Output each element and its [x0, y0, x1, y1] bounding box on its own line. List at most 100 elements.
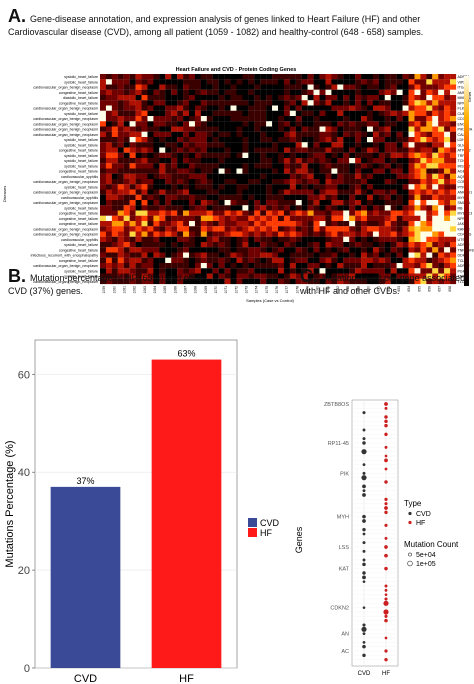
heatmap-cell: [313, 74, 320, 80]
heatmap-cell: [355, 173, 362, 180]
dot-plot-point: [362, 527, 366, 532]
heatmap-cell: [426, 137, 433, 143]
heatmap-cell: [301, 116, 308, 122]
heatmap-cell: [123, 137, 130, 143]
heatmap-cell: [123, 231, 130, 237]
heatmap-cell: [426, 126, 433, 132]
heatmap-cell: [272, 147, 279, 153]
heatmap-cell: [432, 278, 439, 285]
heatmap-cell: [141, 194, 148, 201]
heatmap-cell: [444, 263, 451, 269]
heatmap-cell: [200, 74, 207, 80]
heatmap-row-label: congestive_heart_failure: [59, 222, 98, 226]
heatmap-cell: [230, 121, 237, 127]
heatmap-cell: [289, 215, 296, 222]
heatmap-cell: [295, 126, 302, 132]
heatmap-cell: [367, 100, 374, 106]
heatmap-cell: [248, 74, 255, 80]
heatmap-cell: [200, 168, 207, 174]
heatmap-cell: [123, 142, 130, 148]
heatmap-cell: [402, 231, 409, 237]
dot-plot-point: [362, 471, 366, 475]
heatmap-cell: [206, 173, 213, 180]
heatmap-cell: [165, 137, 172, 143]
heatmap-cell: [361, 84, 368, 90]
heatmap-cell: [242, 121, 249, 127]
heatmap-cell: [278, 194, 285, 201]
heatmap-row-label: cardiovascular_organ_benign_neoplasm: [33, 191, 98, 195]
heatmap-cell: [177, 273, 184, 279]
heatmap-cell: [438, 247, 445, 253]
heatmap-cell: [200, 221, 207, 227]
heatmap-cell: [355, 152, 362, 159]
heatmap-cell: [189, 268, 196, 274]
heatmap-cell: [343, 168, 350, 174]
heatmap-cell: [444, 131, 451, 138]
heatmap-cell: [295, 173, 302, 180]
heatmap-cell: [278, 231, 285, 237]
heatmap-cell: [283, 252, 290, 258]
heatmap-cell: [396, 273, 403, 279]
dot-plot-point: [384, 480, 388, 484]
heatmap-cell: [272, 278, 279, 285]
heatmap-cell: [135, 100, 142, 106]
heatmap-cell: [390, 257, 397, 264]
heatmap-cell: [105, 189, 112, 195]
heatmap-cell: [355, 221, 362, 227]
heatmap-cell: [450, 84, 457, 90]
heatmap-cell: [450, 242, 457, 248]
heatmap-cell: [153, 257, 160, 264]
heatmap-cell: [218, 221, 225, 227]
heatmap-cell: [230, 95, 237, 101]
heatmap-cell: [194, 131, 201, 138]
heatmap-gene-label: PGFN: [458, 269, 468, 273]
heatmap-cell: [129, 273, 136, 279]
heatmap-cell: [212, 263, 219, 269]
heatmap-cell: [289, 221, 296, 227]
panel-c-caption: Mutation-count per gene associated with …: [300, 273, 466, 296]
heatmap-cell: [408, 74, 415, 80]
heatmap-cell: [105, 158, 112, 164]
heatmap-gene-label: AQS3: [458, 175, 468, 179]
heatmap-cell: [325, 194, 332, 201]
heatmap-row-label: systolic_heart_failure: [64, 138, 98, 142]
heatmap-cell: [212, 215, 219, 222]
heatmap-cell: [230, 142, 237, 148]
heatmap-cell: [153, 131, 160, 138]
heatmap-cell: [230, 126, 237, 132]
heatmap-cell: [141, 147, 148, 153]
heatmap-cell: [420, 168, 427, 174]
heatmap-cell: [450, 163, 457, 169]
heatmap-cell: [177, 205, 184, 211]
heatmap-gene-label: ITGA8: [458, 86, 468, 90]
heatmap-cell: [355, 236, 362, 243]
heatmap-cell: [372, 242, 379, 248]
heatmap-cell: [218, 194, 225, 201]
heatmap-cell: [343, 236, 350, 243]
heatmap-cell: [272, 116, 279, 122]
heatmap-cell: [177, 126, 184, 132]
heatmap-cell: [236, 252, 243, 258]
heatmap-x-tick: 1072: [234, 286, 238, 294]
heatmap-cell: [206, 152, 213, 159]
heatmap-cell: [266, 194, 273, 201]
heatmap-cell: [183, 268, 190, 274]
heatmap-row-label: infectious_recurrent_with_encephalopathy: [31, 254, 99, 258]
heatmap-ylabel: Diseases: [2, 186, 7, 202]
heatmap-cell: [301, 210, 308, 216]
heatmap-cell: [105, 126, 112, 132]
heatmap-cell: [206, 210, 213, 216]
heatmap-cell: [283, 200, 290, 206]
heatmap-cell: [254, 278, 261, 285]
heatmap-cell: [438, 236, 445, 243]
heatmap-cell: [361, 205, 368, 211]
heatmap-cell: [183, 89, 190, 96]
heatmap-cell: [266, 252, 273, 258]
heatmap-cell: [426, 194, 433, 201]
heatmap-cell: [408, 152, 415, 159]
dot-plot-point: [362, 428, 366, 432]
heatmap-cell: [159, 189, 166, 195]
heatmap-cell: [372, 215, 379, 222]
heatmap-cell: [426, 210, 433, 216]
heatmap-cell: [337, 226, 344, 232]
